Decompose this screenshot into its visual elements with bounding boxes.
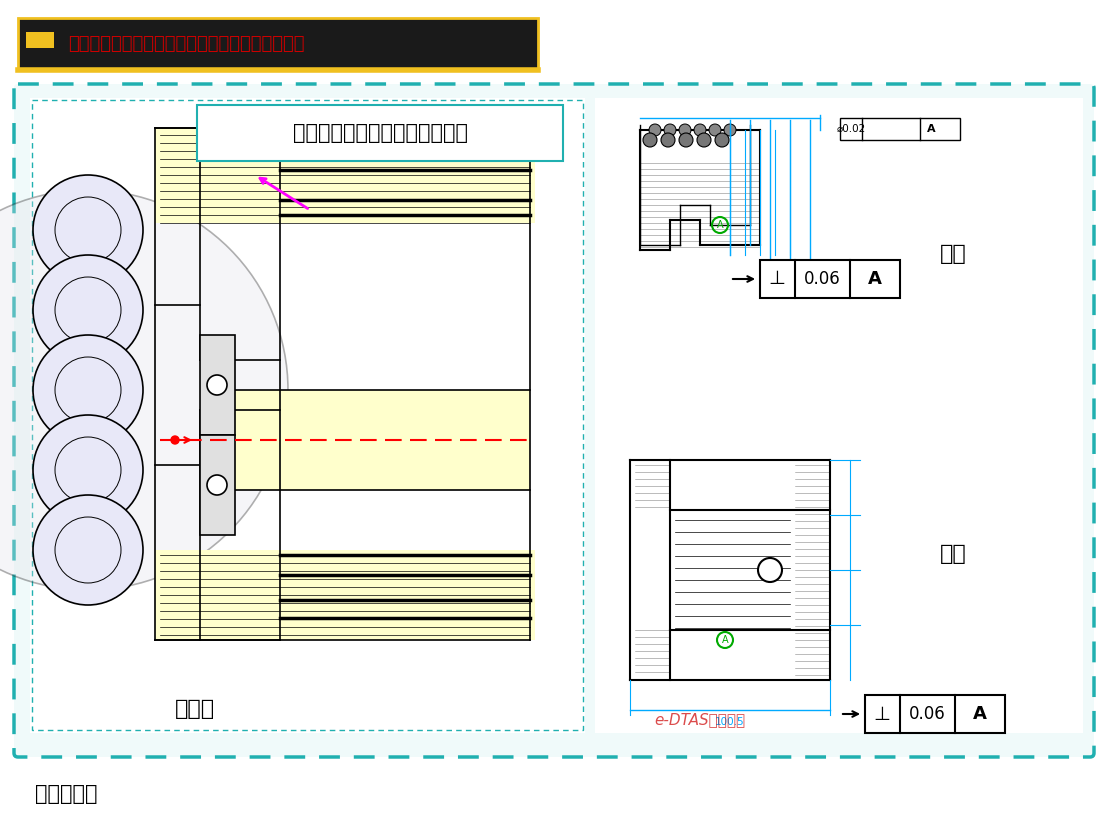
Circle shape (715, 133, 729, 147)
Circle shape (679, 124, 691, 136)
FancyBboxPatch shape (215, 390, 530, 490)
Circle shape (643, 133, 657, 147)
FancyBboxPatch shape (197, 105, 563, 161)
Text: A: A (973, 705, 987, 723)
Circle shape (33, 335, 143, 445)
Circle shape (709, 124, 721, 136)
FancyBboxPatch shape (14, 84, 1094, 757)
FancyBboxPatch shape (201, 435, 235, 535)
Text: A: A (717, 220, 724, 230)
Text: e-DTAS精彩软件: e-DTAS精彩软件 (655, 712, 746, 727)
Circle shape (679, 133, 692, 147)
Circle shape (694, 124, 706, 136)
Circle shape (207, 475, 227, 495)
Circle shape (0, 190, 288, 590)
Text: A: A (868, 270, 882, 288)
Text: A: A (721, 635, 728, 645)
Text: ⊥: ⊥ (873, 705, 891, 724)
Text: 机壳与端盖止口垂直度对轴承中心造成的径向偏差: 机壳与端盖止口垂直度对轴承中心造成的径向偏差 (68, 35, 305, 53)
Text: 端盖: 端盖 (940, 244, 967, 264)
Circle shape (33, 175, 143, 285)
Circle shape (758, 558, 782, 582)
FancyBboxPatch shape (840, 118, 960, 140)
Circle shape (33, 255, 143, 365)
Text: 二者配合时可能会产生一个角度: 二者配合时可能会产生一个角度 (293, 123, 468, 143)
Text: 0.06: 0.06 (909, 705, 945, 723)
FancyBboxPatch shape (30, 98, 585, 733)
Circle shape (664, 124, 676, 136)
Text: ⌀0.02: ⌀0.02 (837, 124, 865, 134)
FancyBboxPatch shape (865, 695, 1005, 733)
Circle shape (697, 133, 711, 147)
Circle shape (33, 495, 143, 605)
FancyBboxPatch shape (595, 98, 1083, 733)
FancyBboxPatch shape (201, 335, 235, 435)
Text: 100.5: 100.5 (715, 717, 745, 727)
Text: 机壳: 机壳 (940, 544, 967, 564)
FancyBboxPatch shape (18, 18, 538, 70)
Circle shape (33, 415, 143, 525)
Circle shape (171, 436, 179, 444)
Text: 装配图: 装配图 (175, 699, 215, 719)
Circle shape (661, 133, 675, 147)
Text: A: A (926, 124, 935, 134)
FancyBboxPatch shape (155, 550, 535, 640)
FancyBboxPatch shape (25, 32, 54, 48)
Circle shape (207, 375, 227, 395)
FancyBboxPatch shape (760, 260, 900, 298)
Text: 尺寸链建立: 尺寸链建立 (35, 784, 98, 804)
Text: 0.06: 0.06 (803, 270, 840, 288)
FancyBboxPatch shape (155, 128, 535, 223)
Text: ⊥: ⊥ (769, 269, 786, 288)
Circle shape (649, 124, 661, 136)
Circle shape (724, 124, 736, 136)
